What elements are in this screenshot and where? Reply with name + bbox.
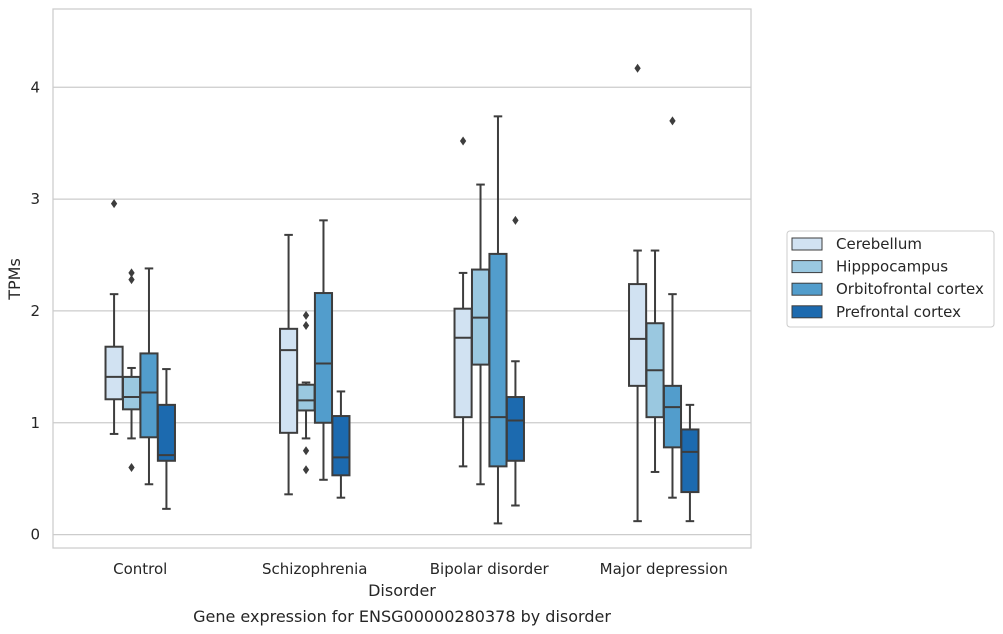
- outlier-point: [669, 116, 676, 126]
- box-iqr: [488, 252, 508, 468]
- series-hipppocampus: [121, 183, 665, 486]
- box-major-depression: [662, 116, 683, 499]
- box-major-depression: [645, 249, 665, 473]
- box-major-depression: [628, 63, 648, 523]
- legend-label: Cerebellum: [836, 235, 922, 253]
- legend-label: Orbitofrontal cortex: [836, 280, 984, 298]
- outlier-point: [512, 215, 519, 225]
- box-iqr: [139, 352, 159, 439]
- x-tick-label: Control: [113, 560, 167, 578]
- outlier-point: [302, 320, 310, 330]
- x-tick-label: Schizophrenia: [262, 560, 367, 578]
- box-bipolar-disorder: [470, 183, 491, 486]
- y-tick-label: 0: [30, 526, 40, 544]
- boxes-layer: [104, 63, 700, 525]
- outlier-point: [302, 465, 310, 475]
- x-tick-label: Bipolar disorder: [430, 560, 550, 578]
- box-iqr: [313, 292, 334, 424]
- box-bipolar-disorder: [488, 115, 508, 525]
- legend: Cerebellum Hipppocampus Orbitofrontal cort…: [786, 230, 995, 328]
- legend-label: Prefrontal cortex: [836, 303, 961, 321]
- box-iqr: [505, 396, 525, 462]
- box-control: [104, 199, 124, 435]
- box-iqr: [296, 383, 316, 412]
- box-bipolar-disorder: [453, 136, 473, 468]
- outlier-point: [128, 268, 135, 278]
- box-bipolar-disorder: [505, 215, 525, 507]
- box-iqr: [628, 283, 648, 387]
- x-tick-labels: Control Schizophrenia Bipolar disorder Majo…: [113, 560, 728, 578]
- legend-frame: [786, 230, 995, 328]
- outlier-point: [302, 446, 310, 456]
- legend-label: Hipppocampus: [836, 258, 948, 276]
- outlier-point: [128, 275, 135, 285]
- box-iqr: [121, 375, 142, 411]
- box-major-depression: [680, 403, 700, 523]
- box-control: [121, 268, 142, 472]
- outlier-point: [634, 63, 641, 73]
- box-schizophrenia: [296, 310, 316, 475]
- y-tick-label: 4: [30, 78, 40, 96]
- series-orbitofrontal-cortex: [139, 115, 683, 525]
- y-tick-label: 1: [30, 414, 40, 432]
- box-iqr: [104, 345, 124, 401]
- box-iqr: [279, 327, 299, 434]
- chart-caption: Gene expression for ENSG00000280378 by d…: [193, 607, 611, 626]
- legend-swatch: [791, 237, 823, 251]
- legend-swatch: [791, 305, 823, 319]
- outlier-point: [128, 462, 135, 472]
- outlier-point: [459, 136, 467, 146]
- y-tick-label: 2: [30, 302, 40, 320]
- x-axis-label: Disorder: [368, 581, 436, 600]
- y-tick-labels: 0 1 2 3 4: [30, 78, 40, 543]
- box-schizophrenia: [331, 390, 351, 499]
- y-axis-label: TPMs: [5, 258, 24, 301]
- legend-swatch: [791, 260, 823, 274]
- box-iqr: [453, 307, 473, 419]
- box-iqr: [680, 428, 700, 494]
- box-iqr: [662, 384, 683, 449]
- y-tick-label: 3: [30, 190, 40, 208]
- series-cerebellum: [104, 63, 648, 523]
- plot-frame: [52, 8, 752, 549]
- outlier-point: [302, 310, 310, 320]
- box-iqr: [331, 415, 351, 477]
- x-tick-label: Major depression: [600, 560, 728, 578]
- legend-swatch: [791, 282, 823, 296]
- box-schizophrenia: [279, 233, 299, 496]
- box-control: [156, 368, 176, 510]
- box-schizophrenia: [313, 219, 334, 481]
- box-iqr: [156, 403, 176, 462]
- box-control: [139, 267, 159, 486]
- series-prefrontal-cortex: [156, 215, 700, 523]
- outlier-point: [110, 199, 118, 209]
